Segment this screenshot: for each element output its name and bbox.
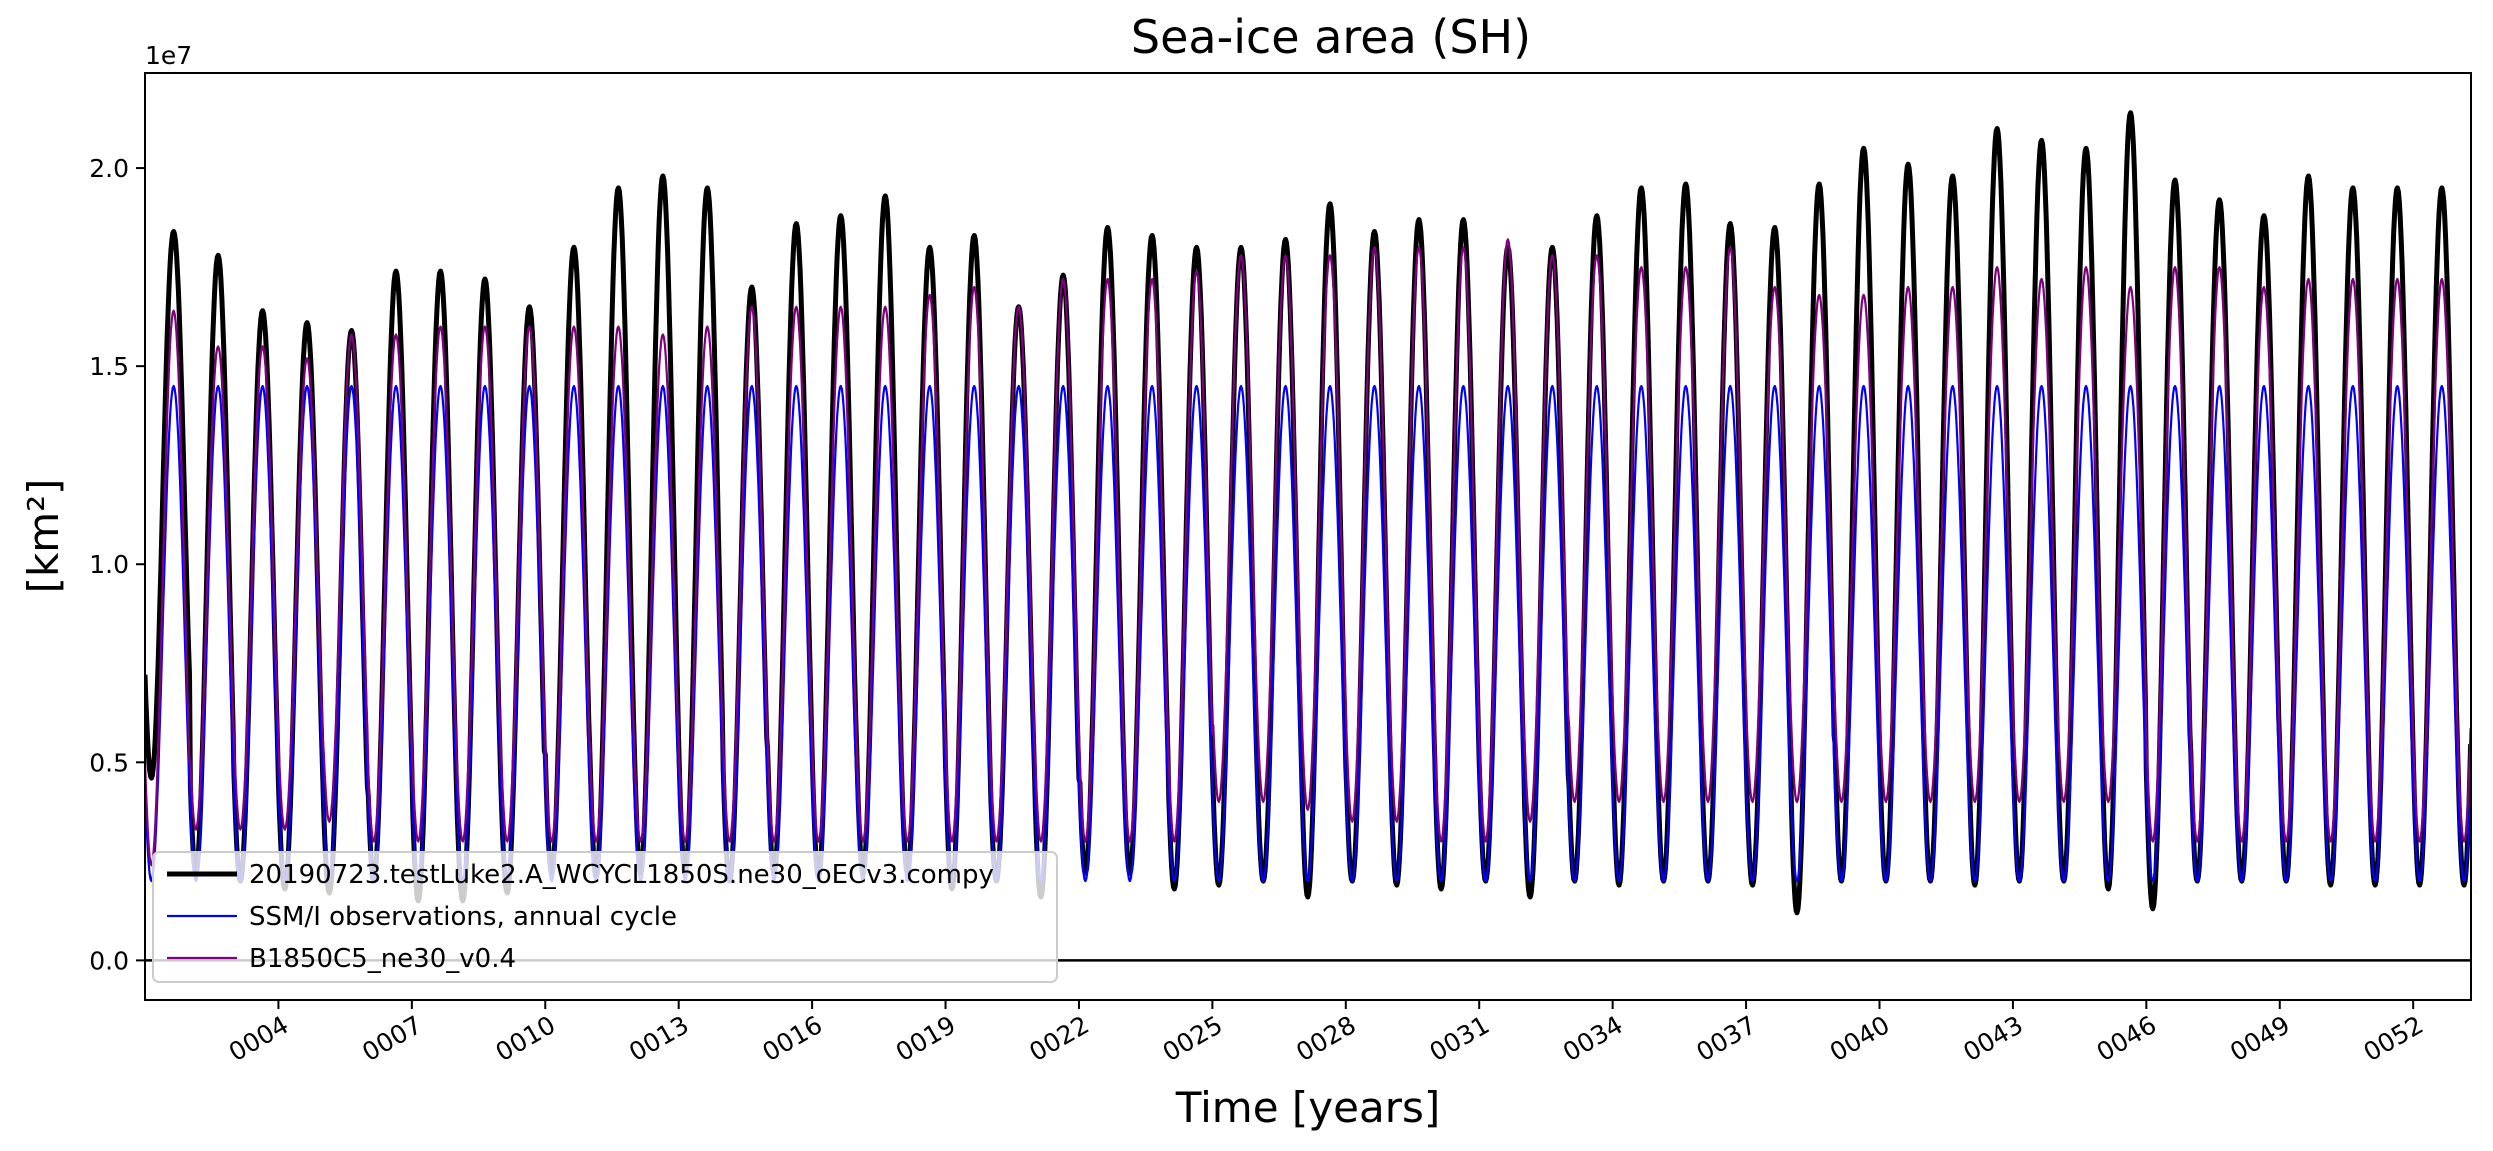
y-tick-label: 0.5 (89, 748, 129, 777)
x-axis-label: Time [years] (1175, 1083, 1441, 1132)
x-tick-label: 0022 (1024, 1010, 1094, 1067)
x-tick-label: 0046 (2092, 1010, 2162, 1067)
x-tick-label: 0007 (357, 1010, 427, 1067)
x-tick-label: 0025 (1158, 1010, 1228, 1067)
legend-label-2: B1850C5_ne30_v0.4 (249, 944, 516, 974)
x-tick-label: 0016 (758, 1010, 828, 1067)
y-tick-label: 1.0 (89, 550, 129, 579)
plot-frame (144, 72, 2472, 1001)
legend-label-0: 20190723.testLuke2.A_WCYCL1850S.ne30_oEC… (249, 860, 994, 890)
x-tick-label: 0052 (2359, 1010, 2429, 1067)
series-line-1 (145, 384, 2471, 883)
x-tick-label: 0037 (1691, 1010, 1761, 1067)
x-tick-label: 0040 (1825, 1010, 1895, 1067)
y-tick-label: 2.0 (89, 154, 129, 183)
y-axis-ticks: 0.0 0.5 1.0 1.5 2.0 (89, 154, 145, 975)
legend-label-1: SSM/I observations, annual cycle (249, 902, 677, 932)
x-tick-label: 0043 (1958, 1010, 2028, 1067)
x-tick-label: 0049 (2225, 1010, 2295, 1067)
x-tick-label: 0028 (1291, 1010, 1361, 1067)
x-tick-label: 0019 (891, 1010, 961, 1067)
x-tick-label: 0013 (624, 1010, 694, 1067)
series-layer (145, 110, 2471, 916)
y-axis-label: [km²] (19, 479, 68, 594)
series-line-2 (145, 238, 2471, 867)
legend-box (152, 851, 1058, 983)
legend: 20190723.testLuke2.A_WCYCL1850S.ne30_oEC… (152, 851, 1058, 983)
y-tick-label: 1.5 (89, 352, 129, 381)
y-tick-label: 0.0 (89, 946, 129, 975)
y-axis-offset-label: 1e7 (145, 41, 192, 70)
x-tick-label: 0004 (224, 1010, 294, 1067)
x-tick-label: 0010 (491, 1010, 561, 1067)
chart-title: Sea-ice area (SH) (1131, 10, 1531, 64)
series-line-0 (145, 110, 2471, 916)
x-tick-label: 0034 (1558, 1010, 1628, 1067)
x-tick-label: 0031 (1425, 1010, 1495, 1067)
x-axis-ticks: 0004 0007 0010 0013 0016 0019 0022 0025 0028 0031… (224, 1000, 2428, 1067)
